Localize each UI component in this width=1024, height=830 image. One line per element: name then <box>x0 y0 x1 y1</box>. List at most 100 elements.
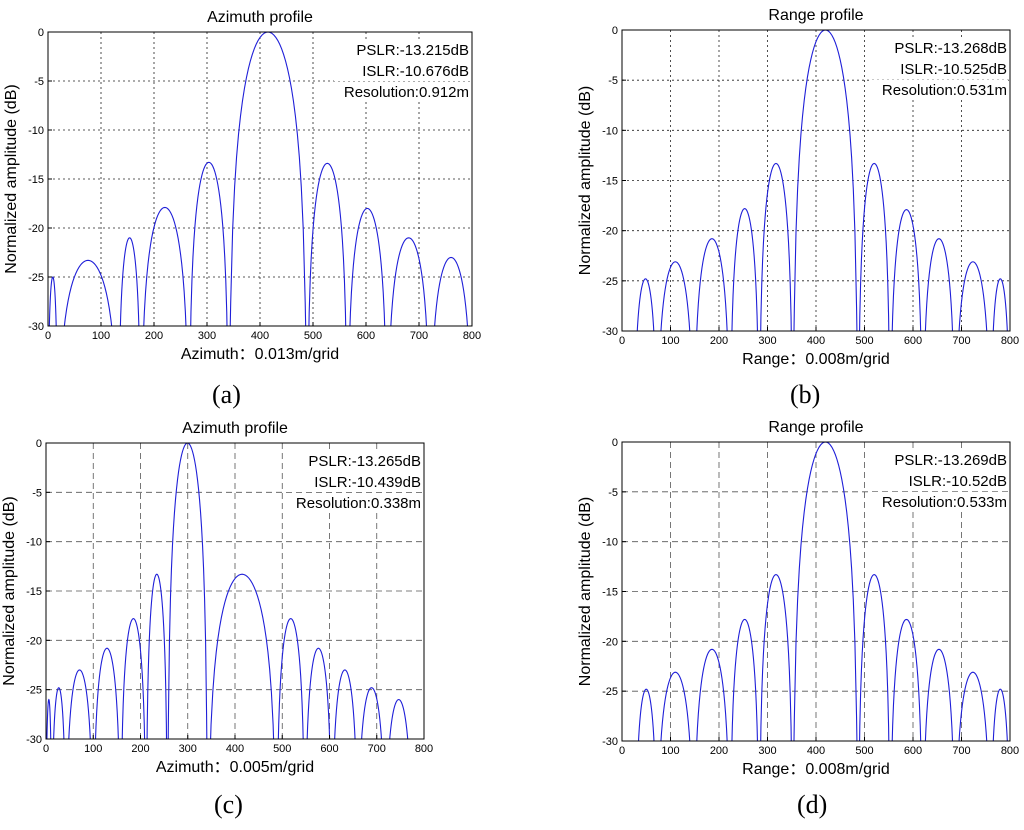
caption-c: (c) <box>214 790 243 819</box>
y-tick-label: -10 <box>602 125 618 137</box>
annotation-bg <box>872 492 1008 512</box>
chart-title: Range profile <box>768 7 863 24</box>
x-tick-label: 500 <box>855 335 873 347</box>
x-tick-label: 600 <box>904 335 922 347</box>
x-axis-label: Azimuth：0.005m/grid <box>156 759 314 776</box>
y-tick-label: -25 <box>28 272 44 284</box>
x-tick-label: 200 <box>145 330 163 342</box>
x-tick-label: 600 <box>320 743 338 755</box>
x-axis-label: Range：0.008m/grid <box>742 761 890 778</box>
annotation-bg <box>872 471 1008 491</box>
x-tick-label: 300 <box>758 335 776 347</box>
chart-c: Azimuth profile 0 100 200 300 400 500 600 700 800… <box>1 420 433 776</box>
y-axis-label: Normalized amplitude (dB) <box>1 496 18 685</box>
chart-title: Range profile <box>768 419 863 436</box>
annotation-bg <box>334 40 470 60</box>
x-tick-label: 300 <box>758 745 776 757</box>
y-tick-label: -10 <box>26 537 42 549</box>
x-tick-label: 300 <box>179 743 197 755</box>
y-tick-label: -20 <box>26 635 42 647</box>
annotation-bg <box>334 61 470 81</box>
metric-annotation: ISLR:-10.676dB <box>362 63 469 80</box>
y-axis-label: Normalized amplitude (dB) <box>577 497 594 686</box>
y-tick-label: -25 <box>602 686 618 698</box>
x-tick-label: 400 <box>226 743 244 755</box>
y-tick-label: -20 <box>602 636 618 648</box>
annotation-bg <box>286 451 422 471</box>
metric-annotation: PSLR:-13.265dB <box>308 453 421 470</box>
y-axis-label: Normalized amplitude (dB) <box>3 84 20 273</box>
annotation-bg <box>872 450 1008 470</box>
annotation-bg <box>872 80 1008 100</box>
annotation-bg <box>872 59 1008 79</box>
profile-line <box>637 442 1008 741</box>
y-tick-label: 0 <box>612 25 618 37</box>
metric-annotation: PSLR:-13.269dB <box>894 452 1007 469</box>
y-tick-label: -25 <box>26 685 42 697</box>
x-tick-label: 0 <box>43 743 49 755</box>
y-tick-label: -15 <box>602 176 618 188</box>
x-tick-label: 400 <box>807 335 825 347</box>
x-tick-label: 800 <box>463 330 481 342</box>
x-tick-label: 500 <box>304 330 322 342</box>
annotation-bg <box>334 82 470 102</box>
x-tick-label: 400 <box>251 330 269 342</box>
x-tick-label: 100 <box>84 743 102 755</box>
metric-annotation: PSLR:-13.215dB <box>356 42 469 59</box>
profile-line <box>636 30 1008 331</box>
caption-d: (d) <box>797 790 828 819</box>
chart-title: Azimuth profile <box>207 9 313 26</box>
x-tick-label: 200 <box>131 743 149 755</box>
annotation-bg <box>286 472 422 492</box>
y-tick-label: -25 <box>602 276 618 288</box>
x-tick-label: 200 <box>710 335 728 347</box>
x-tick-label: 800 <box>1001 745 1019 757</box>
y-tick-label: -5 <box>32 487 42 499</box>
profile-line <box>46 443 409 739</box>
y-tick-label: -30 <box>602 326 618 338</box>
x-tick-label: 600 <box>357 330 375 342</box>
x-axis-label: Range：0.008m/grid <box>742 351 890 368</box>
y-tick-label: -5 <box>608 75 618 87</box>
metric-annotation: ISLR:-10.52dB <box>909 473 1007 490</box>
metric-annotation: ISLR:-10.439dB <box>314 474 421 491</box>
metric-annotation: Resolution:0.912m <box>344 84 469 101</box>
y-tick-label: 0 <box>36 438 42 450</box>
y-tick-label: -10 <box>602 537 618 549</box>
x-tick-label: 0 <box>45 330 51 342</box>
profile-line <box>48 32 469 326</box>
y-tick-label: -30 <box>28 321 44 333</box>
x-tick-label: 600 <box>904 745 922 757</box>
y-tick-label: -15 <box>602 587 618 599</box>
y-tick-label: -15 <box>26 586 42 598</box>
x-tick-label: 400 <box>807 745 825 757</box>
y-tick-label: -5 <box>34 76 44 88</box>
chart-a: Azimuth profile 0 100 200 300 400 500 600 700 800… <box>3 9 481 363</box>
x-tick-label: 800 <box>1001 335 1019 347</box>
y-axis-label: Normalized amplitude (dB) <box>577 86 594 275</box>
x-tick-label: 0 <box>619 335 625 347</box>
metric-annotation: PSLR:-13.268dB <box>894 40 1007 57</box>
x-tick-label: 500 <box>273 743 291 755</box>
y-tick-label: -15 <box>28 174 44 186</box>
y-tick-label: -5 <box>608 487 618 499</box>
x-tick-label: 500 <box>855 745 873 757</box>
y-tick-label: 0 <box>612 437 618 449</box>
metric-annotation: Resolution:0.531m <box>882 82 1007 99</box>
chart-title: Azimuth profile <box>182 420 288 437</box>
y-tick-label: -30 <box>26 734 42 746</box>
x-tick-label: 100 <box>661 335 679 347</box>
x-tick-label: 800 <box>415 743 433 755</box>
y-tick-label: -30 <box>602 736 618 748</box>
annotation-bg <box>872 38 1008 58</box>
x-tick-label: 200 <box>710 745 728 757</box>
annotation-bg <box>286 493 422 513</box>
y-tick-label: 0 <box>38 27 44 39</box>
x-axis-label: Azimuth：0.013m/grid <box>181 346 339 363</box>
metric-annotation: ISLR:-10.525dB <box>900 61 1007 78</box>
metric-annotation: Resolution:0.533m <box>882 494 1007 511</box>
x-tick-label: 100 <box>661 745 679 757</box>
x-tick-label: 300 <box>198 330 216 342</box>
caption-b: (b) <box>790 380 821 409</box>
